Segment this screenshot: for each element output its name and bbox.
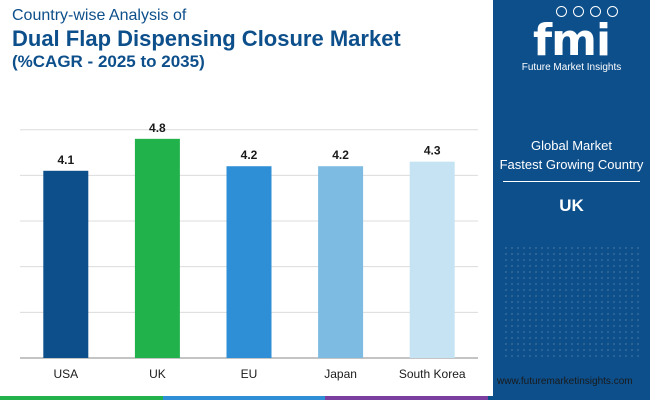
x-tick-label: UK [149,367,166,381]
panel-label-global: Global Market [531,138,612,153]
website-url[interactable]: www.futuremarketinsights.com [497,376,633,387]
bar-value-label: 4.2 [241,148,258,162]
side-panel: fmi Future Market Insights Global Market… [493,0,650,400]
bar-usa [43,170,89,358]
fastest-country-value: UK [559,196,584,215]
bar-value-label: 4.1 [57,153,74,167]
logo-text: Future Market Insights [521,62,622,73]
stripe-segment [325,396,488,400]
panel-label-fastest: Fastest Growing Country [499,157,644,172]
chart-title: Dual Flap Dispensing Closure Market [12,26,401,51]
logo-icons [523,6,650,20]
x-tick-label: EU [241,367,258,381]
cagr-note: (%CAGR - 2025 to 2035) [12,52,205,71]
bar-value-label: 4.8 [149,121,166,135]
logo-mark: fmi [532,15,611,66]
circle-icon [555,6,567,17]
stripe-segment [162,396,325,400]
labels: 4.1 USA 4.8 UK 4.2 EU 4.2 Japan 4.3 South Korea [53,121,465,381]
dot-pattern [503,245,643,360]
logo: fmi Future Market Insights [493,6,650,74]
circle-icon [589,6,601,17]
title-block: Country-wise Analysis of Dual Flap Dispe… [12,6,401,72]
stripe-segment [487,396,650,400]
bar-eu [226,166,272,358]
panel-divider [503,181,640,182]
x-tick-label: USA [53,367,78,381]
bar-south-korea [409,161,455,358]
bar-chart: 4.1 USA 4.8 UK 4.2 EU 4.2 Japan 4.3 South Korea [20,121,478,381]
bar-value-label: 4.2 [332,148,349,162]
bar-value-label: 4.3 [424,144,441,158]
bar-uk [134,138,180,358]
x-tick-label: Japan [324,367,357,381]
bottom-stripe [0,396,650,400]
stripe-segment [0,396,163,400]
circle-icon [572,6,584,17]
x-tick-label: South Korea [399,367,466,381]
bars [43,138,455,358]
bar-japan [318,166,364,358]
chart-subtitle: Country-wise Analysis of [12,7,187,24]
circle-icon [606,6,618,17]
